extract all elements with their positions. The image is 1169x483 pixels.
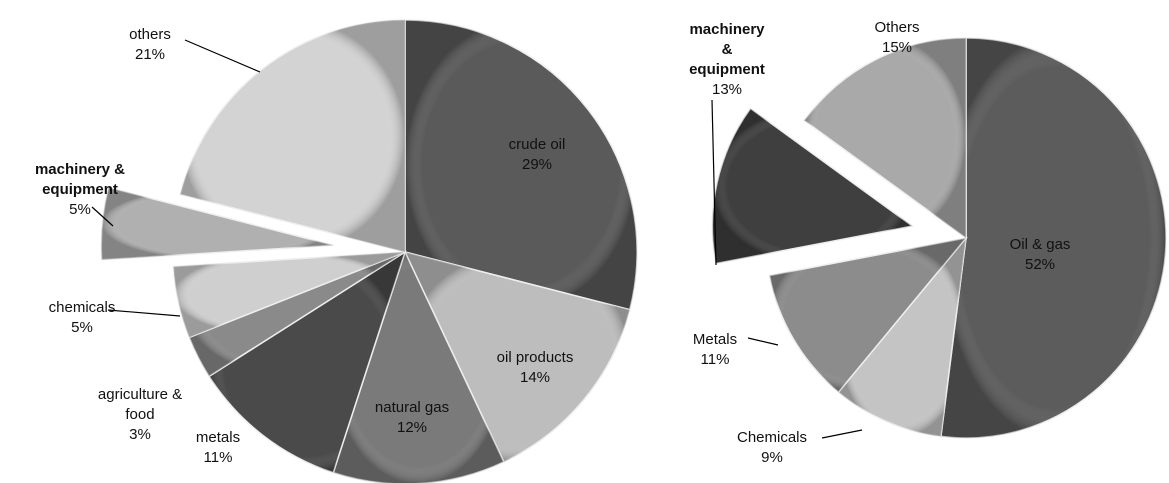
value-label: 11% xyxy=(700,351,730,368)
value-label: 21% xyxy=(134,46,166,63)
category-label: Metals xyxy=(692,331,738,348)
value-label: 11% xyxy=(203,449,233,466)
slice-label: Others 15% xyxy=(874,18,919,58)
category-label: metals xyxy=(195,429,241,446)
leader-line xyxy=(711,99,717,266)
value-label: 5% xyxy=(69,201,91,218)
slice-label: others 21% xyxy=(129,25,171,65)
slice-label: chemicals 5% xyxy=(49,298,116,338)
value-label: 29% xyxy=(521,156,553,173)
value-label: 15% xyxy=(881,39,913,56)
value-label: 9% xyxy=(761,449,783,466)
leader-line xyxy=(91,206,114,227)
slice-label: agriculture & food 3% xyxy=(85,385,195,445)
value-label: 12% xyxy=(396,419,428,436)
category-label: crude oil xyxy=(508,136,566,153)
category-label: oil products xyxy=(496,349,574,366)
category-label: Chemicals xyxy=(736,429,808,446)
slice-label: machinery & equipment 5% xyxy=(10,160,150,220)
slice-label: Metals 11% xyxy=(693,330,737,370)
category-label: Oil & gas xyxy=(1009,236,1071,253)
slice-label: machinery & equipment 13% xyxy=(682,20,772,100)
value-label: 52% xyxy=(1024,256,1056,273)
slice-label: metals 11% xyxy=(196,428,240,468)
leader-line xyxy=(184,39,261,73)
leader-line xyxy=(747,337,779,346)
slice-label: crude oil 29% xyxy=(509,135,566,175)
slice-label: natural gas 12% xyxy=(375,398,449,438)
category-label: others xyxy=(129,26,171,43)
value-label: 14% xyxy=(519,369,551,386)
leader-line xyxy=(107,309,181,317)
value-label: 3% xyxy=(129,426,151,443)
category-label: Others xyxy=(874,19,920,36)
category-label: chemicals xyxy=(48,299,116,316)
slice-label: oil products 14% xyxy=(497,348,574,388)
category-label: machinery & equipment xyxy=(34,161,126,198)
leader-line xyxy=(821,429,863,439)
category-label: machinery & equipment xyxy=(689,21,765,78)
value-label: 5% xyxy=(71,319,93,336)
slice-label: Oil & gas 52% xyxy=(1010,235,1071,275)
slice-label: Chemicals 9% xyxy=(737,428,807,468)
category-label: natural gas xyxy=(374,399,450,416)
value-label: 13% xyxy=(711,81,743,98)
category-label: agriculture & food xyxy=(97,386,183,423)
